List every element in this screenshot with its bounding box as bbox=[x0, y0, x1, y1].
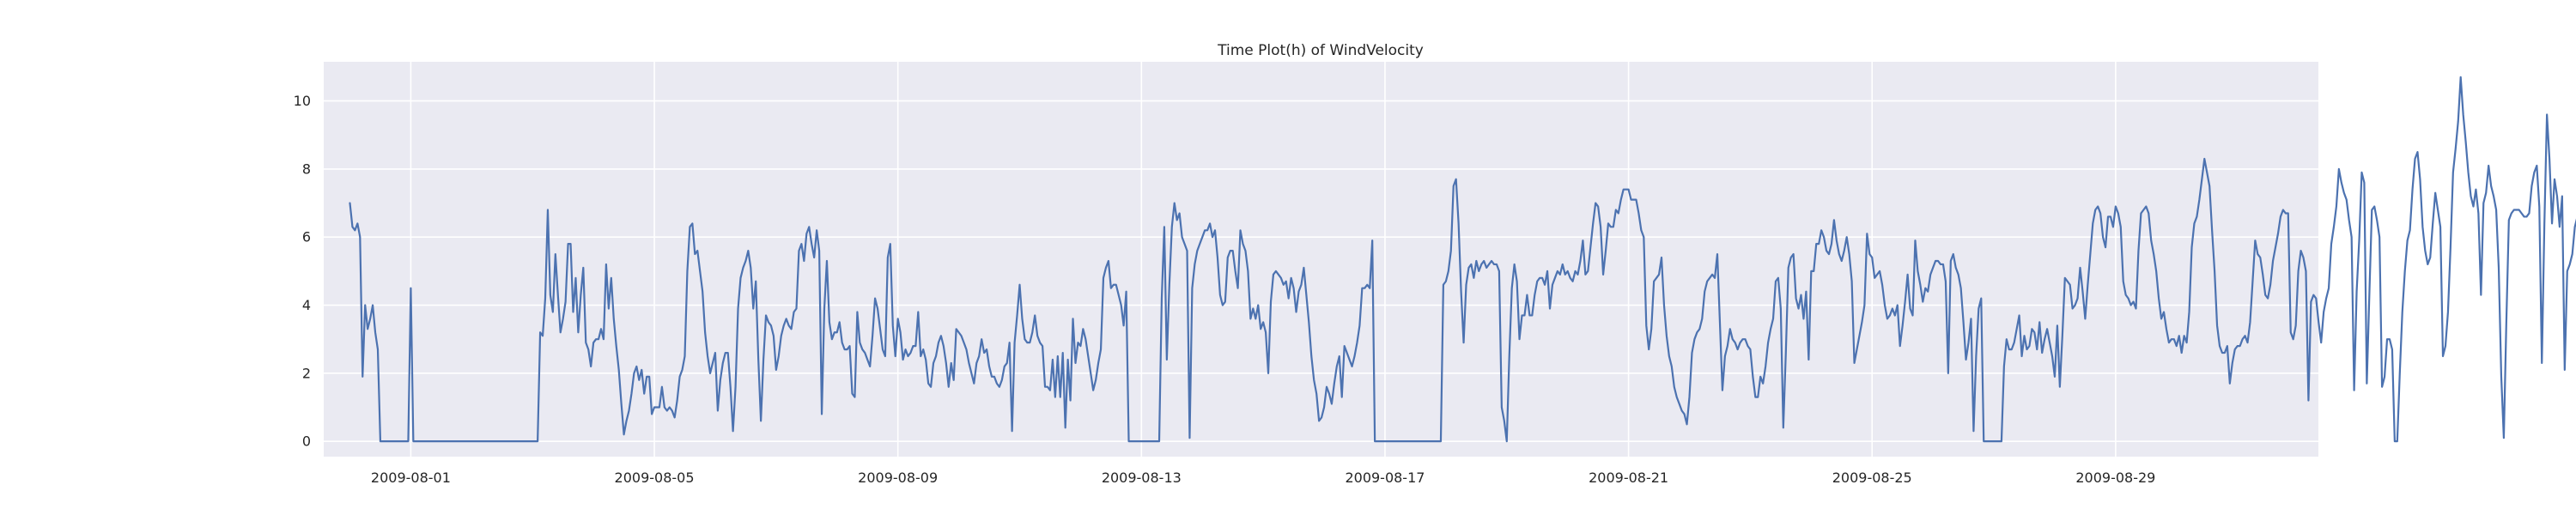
x-tick-label: 2009-08-17 bbox=[1345, 470, 1425, 486]
y-tick-label: 10 bbox=[294, 93, 311, 109]
x-tick-label: 2009-08-21 bbox=[1589, 470, 1668, 486]
x-tick-label: 2009-08-05 bbox=[615, 470, 695, 486]
chart-title: Time Plot(h) of WindVelocity bbox=[1217, 42, 1424, 59]
plot-background bbox=[324, 62, 2318, 457]
y-tick-label: 6 bbox=[302, 229, 311, 245]
y-axis-tick-labels: 0 2 4 6 8 10 bbox=[294, 93, 311, 450]
x-tick-label: 2009-08-25 bbox=[1832, 470, 1912, 486]
y-tick-label: 2 bbox=[302, 365, 311, 381]
x-tick-label: 2009-08-09 bbox=[858, 470, 938, 486]
x-tick-label: 2009-08-01 bbox=[371, 470, 451, 486]
x-axis-tick-labels: 2009-08-01 2009-08-05 2009-08-09 2009-08-13… bbox=[371, 470, 2155, 486]
y-tick-label: 8 bbox=[302, 161, 311, 177]
y-tick-label: 4 bbox=[302, 297, 311, 313]
y-tick-label: 0 bbox=[302, 433, 311, 450]
x-tick-label: 2009-08-13 bbox=[1102, 470, 1182, 486]
x-tick-label: 2009-08-29 bbox=[2075, 470, 2155, 486]
series-line-wind-velocity bbox=[349, 76, 2576, 443]
